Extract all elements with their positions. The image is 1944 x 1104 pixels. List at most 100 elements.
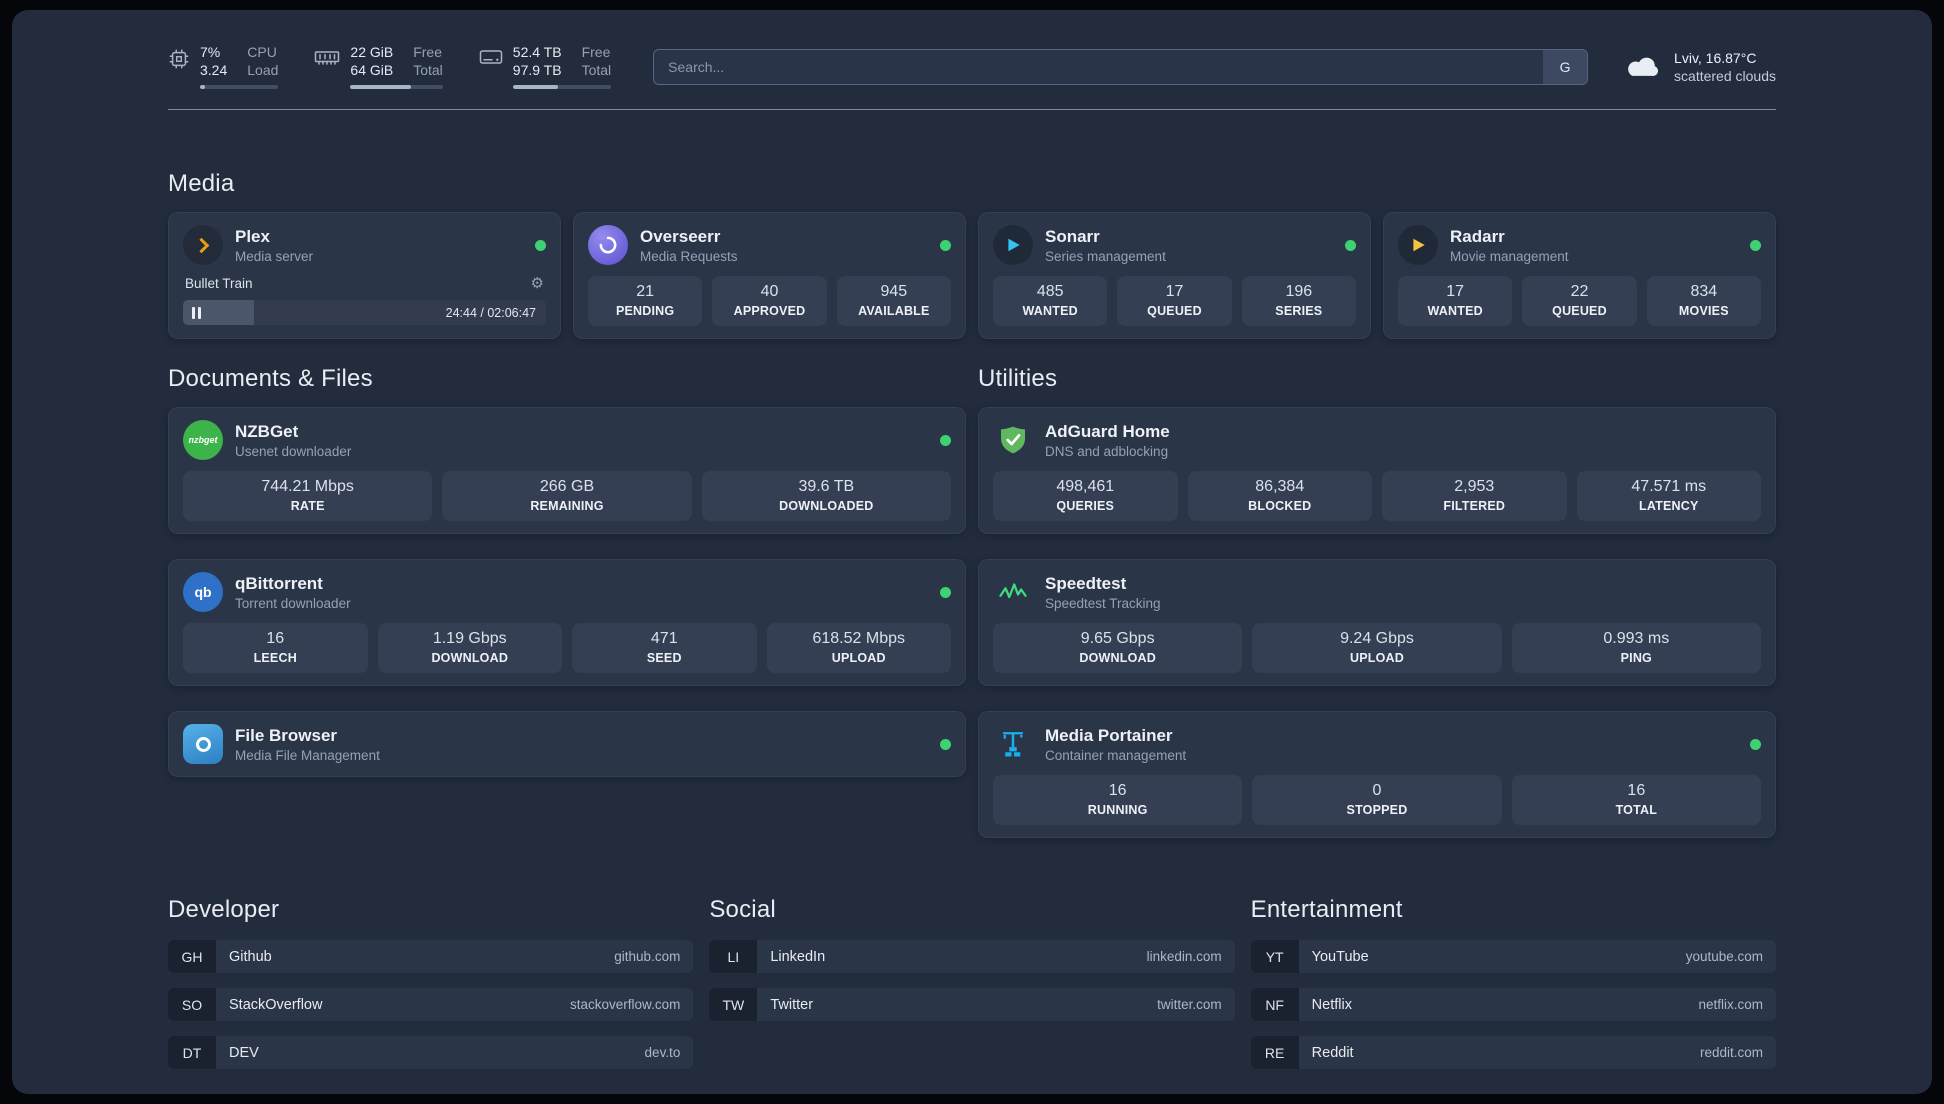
service-subtitle: Container management: [1045, 747, 1187, 763]
memory-usage-bar: [350, 85, 443, 89]
stat-value: 17: [1165, 283, 1184, 300]
cpu-icon: [169, 49, 189, 69]
stat-label: PING: [1620, 651, 1652, 665]
stat-label: QUEUED: [1552, 304, 1607, 318]
bookmark-stackoverflow[interactable]: SO StackOverflow stackoverflow.com: [168, 988, 694, 1021]
filebrowser-icon: [183, 724, 223, 764]
bookmark-dev[interactable]: DT DEV dev.to: [168, 1036, 694, 1069]
bookmark-abbr: YT: [1250, 940, 1299, 973]
service-subtitle: Media Requests: [640, 248, 738, 264]
service-meta: Overseerr Media Requests: [640, 227, 738, 264]
section-title-documents: Documents & Files: [168, 365, 373, 392]
stats-row: 498,461 QUERIES 86,384 BLOCKED 2,953 FIL…: [993, 471, 1761, 521]
status-dot: [940, 239, 951, 251]
bookmark-twitter[interactable]: TW Twitter twitter.com: [709, 988, 1235, 1021]
stats-row: 21 PENDING 40 APPROVED 945 AVAILABLE: [588, 276, 951, 326]
disk-total: 97.9 TB: [512, 62, 562, 78]
card-header: nzbget NZBGet Usenet downloader: [183, 420, 951, 460]
overseerr-icon: [588, 225, 628, 265]
stat-box: 485 WANTED: [993, 276, 1108, 326]
stat-box: 17 QUEUED: [1117, 276, 1232, 326]
bookmark-url: netflix.com: [1698, 997, 1763, 1012]
stat-label: RUNNING: [1087, 803, 1148, 817]
service-card-plex[interactable]: Plex Media server Bullet Train ⚙ 24:44 /…: [168, 212, 561, 339]
stat-value: 196: [1285, 283, 1313, 300]
service-card-portainer[interactable]: Media Portainer Container management 16 …: [978, 711, 1776, 838]
bookmark-netflix[interactable]: NF Netflix netflix.com: [1250, 988, 1776, 1021]
cpu-percent: 7%: [200, 44, 221, 60]
bookmark-github[interactable]: GH Github github.com: [168, 940, 694, 973]
plex-icon: [183, 225, 223, 265]
service-meta: Radarr Movie management: [1450, 227, 1569, 264]
service-name: Media Portainer: [1045, 725, 1173, 745]
service-card-filebrowser[interactable]: File Browser Media File Management: [168, 711, 966, 777]
bookmark-body: Reddit reddit.com: [1298, 1036, 1776, 1069]
service-subtitle: Movie management: [1450, 248, 1569, 264]
radarr-icon: [1398, 225, 1438, 265]
stat-box: 16 LEECH: [183, 623, 368, 673]
bookmark-linkedin[interactable]: LI LinkedIn linkedin.com: [709, 940, 1235, 973]
bookmark-url: github.com: [614, 949, 681, 964]
stat-box: 618.52 Mbps UPLOAD: [766, 623, 951, 673]
search-bar: G: [653, 48, 1589, 85]
card-header: Sonarr Series management: [993, 225, 1356, 265]
service-card-qbittorrent[interactable]: qb qBittorrent Torrent downloader 16 LEE…: [168, 559, 966, 686]
status-dot: [1750, 239, 1761, 251]
stat-value: 22: [1570, 283, 1589, 300]
bookmark-url: linkedin.com: [1146, 949, 1222, 964]
stat-label: TOTAL: [1615, 803, 1658, 817]
cpu-widget: 7% 3.24 CPU Load: [168, 44, 279, 89]
service-card-overseerr[interactable]: Overseerr Media Requests 21 PENDING 40 A…: [573, 212, 966, 339]
media-grid: Plex Media server Bullet Train ⚙ 24:44 /…: [168, 212, 1776, 339]
stat-label: LEECH: [253, 651, 297, 665]
stat-box: 47.571 ms LATENCY: [1576, 471, 1761, 521]
service-card-nzbget[interactable]: nzbget NZBGet Usenet downloader 744.21 M…: [168, 407, 966, 534]
status-dot: [535, 239, 546, 251]
stat-label: WANTED: [1427, 304, 1483, 318]
stat-label: DOWNLOAD: [1079, 651, 1156, 665]
service-card-speedtest[interactable]: Speedtest Speedtest Tracking 9.65 Gbps D…: [978, 559, 1776, 686]
topbar: 7% 3.24 CPU Load: [168, 44, 1776, 89]
bookmark-url: reddit.com: [1699, 1045, 1763, 1060]
service-name: NZBGet: [235, 421, 299, 441]
stat-box: 9.65 Gbps DOWNLOAD: [993, 623, 1243, 673]
stats-row: 16 RUNNING 0 STOPPED 16 TOTAL: [993, 775, 1761, 825]
stat-box: 0.993 ms PING: [1511, 623, 1761, 673]
stat-label: DOWNLOAD: [431, 651, 509, 665]
service-subtitle: Media File Management: [235, 747, 380, 763]
service-card-radarr[interactable]: Radarr Movie management 17 WANTED 22 QUE…: [1383, 212, 1776, 339]
bookmark-reddit[interactable]: RE Reddit reddit.com: [1250, 1036, 1776, 1069]
service-card-sonarr[interactable]: Sonarr Series management 485 WANTED 17 Q…: [978, 212, 1371, 339]
playback-progress-bar[interactable]: 24:44 / 02:06:47: [183, 300, 546, 325]
stat-box: 2,953 FILTERED: [1382, 471, 1567, 521]
service-meta: AdGuard Home DNS and adblocking: [1045, 422, 1170, 459]
stat-label: FILTERED: [1443, 499, 1506, 513]
stat-label: LATENCY: [1639, 499, 1699, 513]
stat-box: 9.24 Gbps UPLOAD: [1252, 623, 1502, 673]
cloud-icon: [1628, 57, 1659, 76]
stat-box: 945 AVAILABLE: [836, 276, 951, 326]
status-dot: [1750, 738, 1761, 750]
bookmark-body: DEV dev.to: [216, 1036, 694, 1069]
pause-icon[interactable]: [192, 306, 201, 319]
stat-label: QUEUED: [1147, 304, 1202, 318]
bookmark-body: Twitter twitter.com: [757, 988, 1235, 1021]
settings-gear-icon[interactable]: ⚙: [530, 275, 544, 292]
bookmark-abbr: RE: [1250, 1036, 1299, 1069]
stat-value: 21: [636, 283, 655, 300]
bookmark-youtube[interactable]: YT YouTube youtube.com: [1250, 940, 1776, 973]
stat-label: WANTED: [1022, 304, 1078, 318]
utilities-column: Utilities AdGuard Home DNS and adblockin…: [978, 365, 1776, 838]
stat-value: 471: [650, 630, 678, 647]
stats-row: 16 LEECH 1.19 Gbps DOWNLOAD 471 SEED: [183, 623, 951, 673]
stat-value: 834: [1690, 283, 1718, 300]
search-input[interactable]: [653, 48, 1589, 85]
memory-label-1: Free: [413, 44, 443, 60]
stat-value: 40: [760, 283, 779, 300]
bookmark-name: LinkedIn: [770, 948, 826, 965]
bookmark-name: DEV: [229, 1044, 259, 1061]
search-provider-button[interactable]: G: [1543, 49, 1588, 84]
service-card-adguard[interactable]: AdGuard Home DNS and adblocking 498,461 …: [978, 407, 1776, 534]
weather-location: Lviv, 16.87°C: [1674, 49, 1757, 66]
sonarr-icon: [993, 225, 1033, 265]
